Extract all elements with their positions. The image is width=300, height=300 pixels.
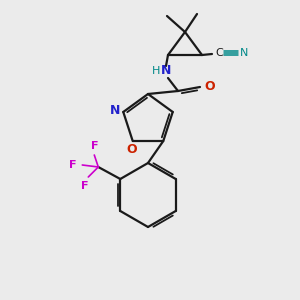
- Text: F: F: [80, 181, 88, 191]
- Text: F: F: [69, 160, 76, 170]
- Text: O: O: [204, 80, 214, 94]
- Text: N: N: [240, 48, 248, 58]
- Text: N: N: [161, 64, 171, 77]
- Text: O: O: [126, 142, 137, 155]
- Text: C: C: [215, 48, 223, 58]
- Text: F: F: [91, 141, 98, 151]
- Text: N: N: [110, 104, 121, 118]
- Text: H: H: [152, 66, 160, 76]
